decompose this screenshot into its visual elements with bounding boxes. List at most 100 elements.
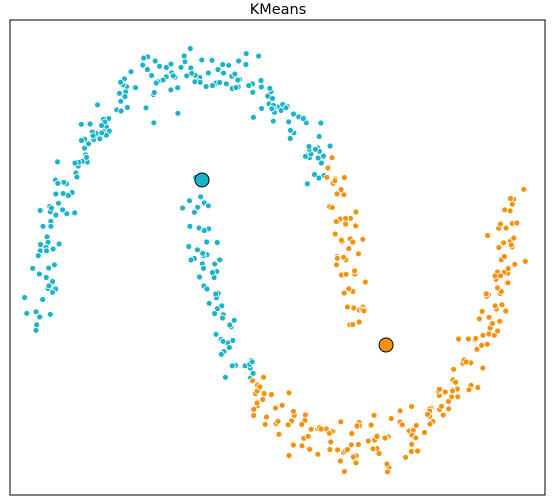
data-point-cluster-0 [151, 57, 159, 65]
data-point-cluster-1 [284, 421, 292, 429]
data-point-cluster-1 [352, 222, 360, 230]
data-point-cluster-1 [337, 186, 345, 193]
data-point-cluster-0 [73, 173, 81, 181]
data-point-cluster-0 [117, 78, 124, 86]
data-point-cluster-1 [361, 278, 369, 286]
data-point-cluster-1 [274, 417, 282, 425]
data-point-cluster-1 [510, 234, 518, 242]
data-point-cluster-1 [501, 206, 509, 214]
data-point-cluster-0 [231, 70, 239, 78]
data-point-cluster-1 [396, 407, 404, 415]
data-point-cluster-0 [198, 56, 206, 64]
data-point-cluster-1 [494, 284, 501, 292]
data-point-cluster-0 [174, 109, 182, 117]
data-point-cluster-1 [370, 411, 378, 419]
data-point-cluster-0 [39, 222, 47, 230]
data-point-cluster-1 [488, 320, 496, 327]
data-point-cluster-0 [199, 249, 207, 257]
data-point-cluster-0 [202, 83, 210, 90]
data-point-cluster-1 [298, 421, 306, 428]
data-point-cluster-0 [200, 264, 207, 272]
data-point-cluster-1 [289, 441, 297, 449]
data-point-cluster-0 [219, 337, 227, 345]
data-point-cluster-1 [325, 429, 333, 437]
data-point-cluster-0 [43, 247, 50, 255]
data-point-cluster-0 [86, 120, 94, 128]
data-point-cluster-1 [513, 219, 521, 227]
data-point-cluster-0 [230, 316, 238, 324]
data-point-cluster-0 [211, 260, 219, 268]
data-point-cluster-1 [260, 373, 267, 381]
data-point-cluster-0 [121, 93, 129, 100]
data-point-cluster-0 [266, 84, 274, 92]
data-point-cluster-0 [203, 285, 211, 293]
data-point-cluster-0 [169, 72, 177, 80]
data-point-cluster-0 [204, 202, 212, 210]
data-point-cluster-0 [218, 302, 226, 310]
data-point-cluster-0 [255, 52, 263, 60]
data-point-cluster-0 [177, 63, 185, 71]
data-point-cluster-0 [36, 207, 44, 214]
data-point-cluster-1 [352, 459, 360, 467]
data-point-cluster-0 [96, 135, 104, 143]
data-point-cluster-0 [193, 246, 201, 254]
data-point-cluster-1 [323, 173, 331, 181]
data-point-cluster-1 [521, 257, 529, 265]
data-point-cluster-0 [242, 61, 250, 68]
data-point-cluster-1 [496, 317, 504, 325]
data-point-cluster-1 [259, 396, 267, 403]
data-point-cluster-1 [436, 385, 444, 393]
data-point-cluster-1 [495, 244, 503, 251]
data-point-cluster-1 [485, 330, 493, 338]
data-point-cluster-0 [49, 245, 57, 253]
data-point-cluster-0 [220, 69, 227, 77]
data-point-cluster-1 [307, 425, 315, 433]
data-point-cluster-0 [59, 206, 66, 214]
data-point-cluster-0 [216, 256, 224, 264]
data-point-cluster-1 [298, 442, 306, 450]
data-point-cluster-1 [479, 364, 487, 372]
data-point-cluster-0 [196, 78, 204, 86]
data-point-cluster-0 [124, 104, 131, 111]
data-point-cluster-0 [301, 152, 309, 160]
data-point-cluster-0 [54, 158, 61, 166]
data-point-cluster-0 [269, 95, 276, 102]
data-point-cluster-0 [187, 256, 195, 264]
data-point-cluster-1 [327, 438, 335, 446]
data-point-cluster-0 [71, 159, 79, 167]
data-point-cluster-0 [211, 310, 219, 317]
data-point-cluster-1 [502, 224, 510, 232]
data-point-cluster-0 [299, 115, 307, 122]
data-point-cluster-1 [474, 384, 482, 391]
data-point-cluster-1 [424, 410, 431, 418]
data-point-cluster-1 [260, 390, 268, 397]
chart-title: KMeans [249, 2, 307, 18]
data-point-cluster-0 [214, 66, 222, 73]
data-point-cluster-0 [200, 227, 208, 234]
data-point-cluster-1 [306, 445, 314, 453]
data-point-cluster-0 [317, 159, 325, 167]
data-point-cluster-1 [507, 241, 515, 249]
data-point-cluster-0 [167, 60, 175, 68]
data-point-cluster-1 [506, 207, 514, 215]
data-point-cluster-0 [150, 119, 158, 127]
data-point-cluster-1 [328, 154, 336, 162]
data-point-cluster-0 [55, 199, 62, 207]
data-point-cluster-1 [285, 389, 293, 397]
data-point-cluster-1 [332, 218, 340, 225]
data-point-cluster-0 [205, 299, 213, 307]
data-point-cluster-1 [445, 398, 452, 405]
data-point-cluster-0 [186, 197, 193, 205]
data-point-cluster-1 [275, 430, 283, 438]
data-point-cluster-1 [412, 434, 420, 442]
data-point-cluster-0 [248, 358, 256, 366]
data-point-cluster-0 [285, 118, 293, 126]
data-point-cluster-0 [225, 344, 233, 351]
data-point-cluster-1 [342, 220, 350, 228]
data-point-cluster-0 [186, 45, 194, 52]
data-point-cluster-1 [511, 260, 519, 268]
data-point-cluster-1 [364, 437, 372, 445]
data-point-cluster-0 [314, 154, 322, 162]
data-point-cluster-0 [226, 321, 234, 329]
